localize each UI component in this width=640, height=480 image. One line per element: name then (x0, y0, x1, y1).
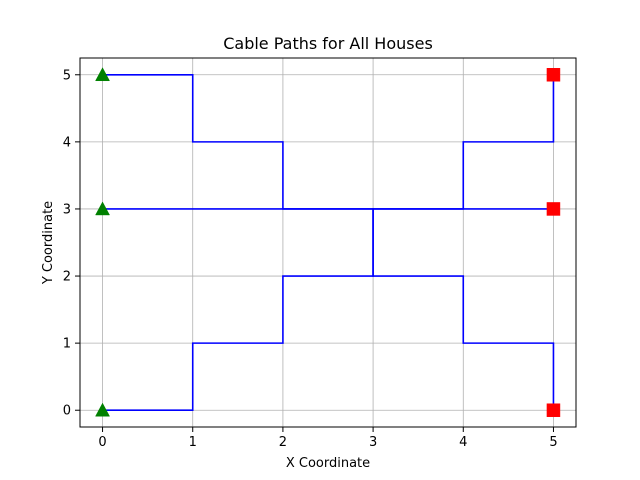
cable-path-3 (102, 208, 554, 412)
x-tick-label: 5 (549, 435, 557, 450)
x-tick-label: 2 (279, 435, 287, 450)
x-tick-label: 4 (459, 435, 467, 450)
x-axis-label: X Coordinate (286, 456, 370, 471)
y-tick-label: 5 (63, 68, 71, 83)
end-marker (546, 403, 561, 417)
end-marker (546, 202, 561, 216)
start-marker (95, 402, 110, 417)
marker-layer (95, 67, 561, 417)
y-tick-label: 1 (63, 337, 71, 352)
plot-frame (79, 57, 577, 428)
x-tick-label: 0 (98, 435, 106, 450)
y-axis-label: Y Coordinate (41, 201, 56, 285)
y-tick-label: 0 (63, 404, 71, 419)
end-marker (546, 68, 561, 82)
axis-ticks: 0 1 2 3 4 5 0 1 2 3 4 5 (63, 68, 558, 450)
y-tick-label: 2 (63, 270, 71, 285)
x-tick-label: 1 (189, 435, 197, 450)
series-layer (102, 73, 555, 412)
y-tick-label: 4 (63, 135, 71, 150)
start-marker (95, 201, 110, 216)
y-tick-label: 3 (63, 202, 71, 217)
chart-title: Cable Paths for All Houses (223, 34, 433, 53)
x-tick-label: 3 (369, 435, 377, 450)
start-marker (95, 67, 110, 82)
